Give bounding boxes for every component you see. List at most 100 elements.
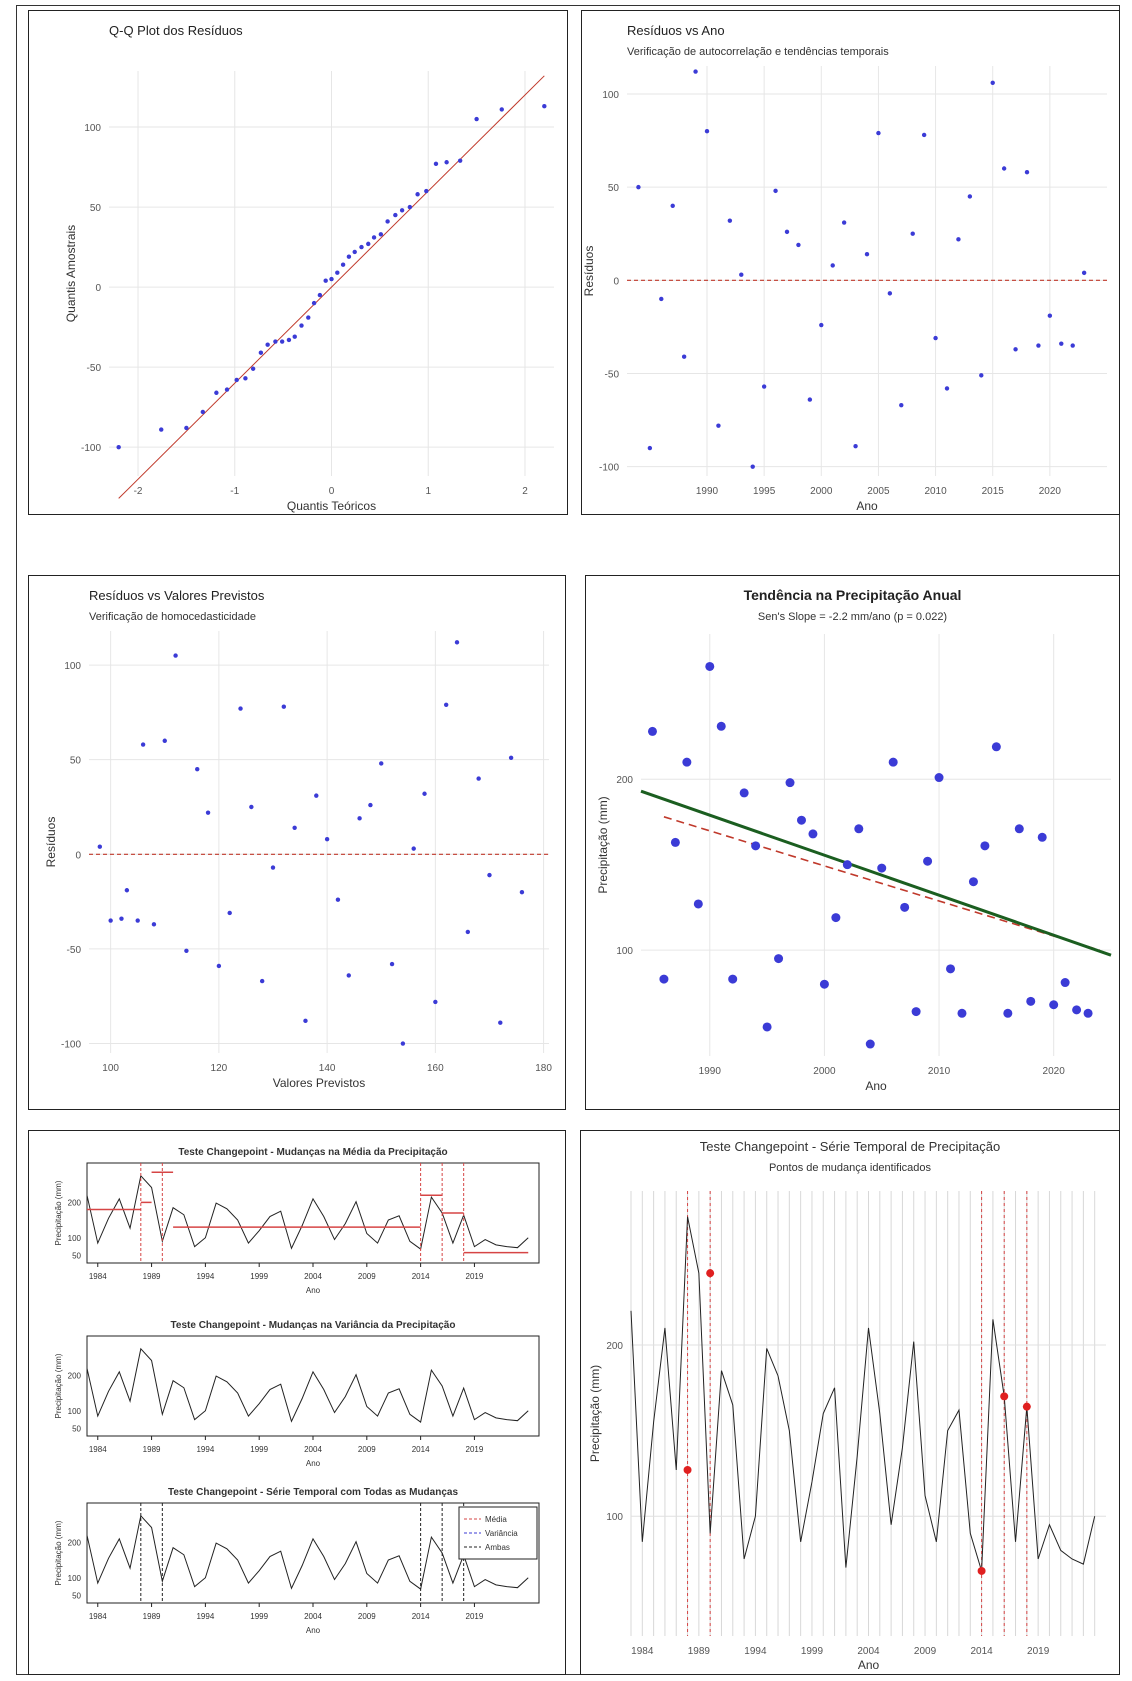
data-point (214, 390, 219, 395)
data-point (238, 706, 243, 711)
precip-line (86, 1174, 529, 1250)
y-tick-label: 200 (68, 1538, 82, 1547)
data-point (636, 184, 641, 190)
x-tick-label: 2019 (466, 1612, 484, 1621)
data-point (1014, 824, 1024, 834)
x-tick-label: 2014 (970, 1646, 993, 1657)
data-point (841, 220, 847, 225)
data-point (1081, 270, 1087, 276)
data-point (1047, 313, 1053, 318)
data-point (393, 212, 398, 218)
y-tick-label: 50 (70, 756, 82, 767)
data-point (205, 810, 211, 815)
data-point (819, 322, 824, 328)
x-tick-label: 2010 (924, 486, 947, 497)
cpt_var-title: Teste Changepoint - Mudanças na Variânci… (171, 1320, 456, 1331)
x-tick-label: -2 (134, 486, 143, 497)
data-point (379, 761, 384, 766)
y-tick-label: 50 (90, 203, 102, 214)
data-point (324, 836, 330, 842)
data-point (444, 160, 449, 165)
data-point (227, 910, 232, 916)
x-tick-label: 2014 (412, 1612, 430, 1621)
x-tick-label: 2004 (857, 1646, 880, 1657)
data-point (842, 860, 852, 870)
data-point (980, 841, 990, 851)
data-point (273, 339, 278, 344)
cpt_mean-xlabel: Ano (306, 1286, 321, 1295)
y-tick-label: 100 (68, 1574, 82, 1583)
data-point (773, 188, 778, 194)
x-tick-label: 1994 (196, 1445, 214, 1454)
prev-svg: Resíduos vs Valores Previstos Verificação… (44, 588, 552, 1090)
x-tick-label: 1994 (744, 1646, 767, 1657)
y-tick-label: 100 (84, 123, 101, 134)
data-point (433, 161, 439, 167)
data-point (474, 116, 479, 122)
data-point (887, 291, 893, 296)
x-tick-label: 2014 (412, 1272, 430, 1281)
data-point (1060, 978, 1070, 988)
changepoint-marker (1022, 1402, 1031, 1411)
legend-label: Variância (485, 1529, 518, 1538)
x-tick-label: 2 (522, 486, 528, 497)
data-point (487, 872, 492, 878)
changepoint-series-svg: Teste Changepoint - Série Temporal de Pr… (588, 1139, 1106, 1672)
data-point (910, 231, 915, 236)
data-point (306, 315, 311, 320)
x-tick-label: 1999 (250, 1612, 268, 1621)
x-tick-label: 180 (535, 1063, 552, 1074)
data-point (728, 974, 738, 984)
data-point (457, 158, 463, 163)
data-point (368, 802, 373, 808)
cpt_var-plot-box (86, 1335, 540, 1437)
data-point (340, 262, 346, 267)
data-point (956, 237, 961, 242)
data-point (346, 973, 351, 978)
x-tick-label: 2000 (810, 486, 833, 497)
cpt_ts-title: Teste Changepoint - Série Temporal de Pr… (700, 1139, 1000, 1154)
cpt_mean-plot-box (86, 1162, 540, 1264)
changepoint-stack-panel: Teste Changepoint - Mudanças na Média da… (28, 1130, 566, 1675)
data-point (371, 235, 377, 240)
data-point (200, 409, 206, 415)
x-tick-label: 2005 (867, 486, 890, 497)
data-point (259, 978, 265, 984)
x-tick-label: 1989 (143, 1445, 161, 1454)
cpt_var-ylabel: Precipitação (mm) (54, 1353, 63, 1418)
data-point (979, 373, 984, 378)
data-point (1072, 1005, 1082, 1015)
x-tick-label: 2019 (1027, 1646, 1050, 1657)
data-point (796, 242, 801, 248)
data-point (946, 964, 956, 974)
x-tick-label: 1990 (696, 486, 719, 497)
data-point (693, 899, 703, 909)
data-point (865, 1039, 875, 1049)
y-tick-label: -50 (605, 370, 620, 381)
precip-line (630, 1216, 1096, 1572)
data-point (281, 704, 287, 709)
legend-label: Média (485, 1515, 507, 1524)
data-point (357, 816, 362, 821)
data-point (716, 423, 721, 428)
ano-grid (627, 66, 1107, 476)
data-point (854, 824, 864, 834)
data-point (762, 1022, 772, 1032)
data-point (335, 897, 341, 902)
data-point (249, 804, 254, 810)
data-point (499, 107, 504, 112)
data-point (670, 837, 680, 847)
data-point (265, 342, 270, 347)
data-point (292, 334, 297, 339)
x-tick-label: 1989 (143, 1612, 161, 1621)
data-point (876, 130, 881, 136)
data-point (682, 757, 692, 767)
x-tick-label: -1 (230, 486, 239, 497)
data-point (1059, 341, 1064, 346)
data-point (116, 444, 121, 450)
y-tick-label: 200 (68, 1371, 82, 1380)
x-tick-label: 1984 (89, 1445, 107, 1454)
x-tick-label: 1984 (631, 1646, 654, 1657)
cpt_ts-ylabel: Precipitação (mm) (588, 1365, 602, 1462)
y-tick-label: 200 (616, 775, 633, 786)
